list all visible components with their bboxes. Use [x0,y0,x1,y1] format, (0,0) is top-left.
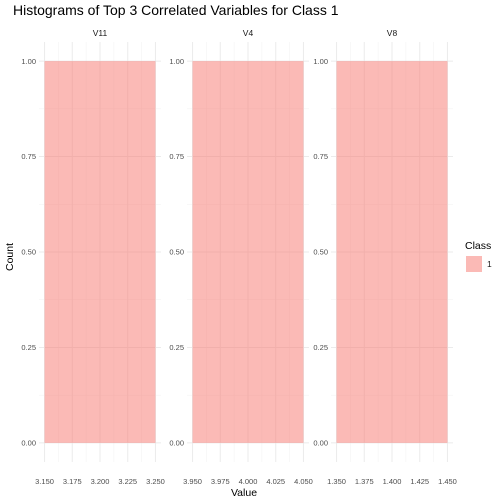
x-axis-title: Value [231,487,257,499]
y-tick-label: 0.25 [169,343,184,352]
histogram-bar-v11 [44,61,156,443]
x-tick-label: 3.150 [35,477,54,486]
histogram-bar-v4 [192,61,304,443]
x-tick-label: 4.050 [294,477,313,486]
y-tick-label: 1.00 [313,57,328,66]
legend-key-class-1 [466,256,482,272]
y-tick-label: 0.75 [21,152,36,161]
facet-label-v11: V11 [93,28,108,38]
x-tick-label: 1.400 [383,477,402,486]
y-tick-label: 0.00 [169,439,184,448]
y-tick-label: 1.00 [21,57,36,66]
x-tick-label: 1.425 [410,477,429,486]
x-tick-label: 1.450 [438,477,457,486]
y-tick-label: 0.75 [169,152,184,161]
y-tick-label: 0.00 [21,439,36,448]
panel-v8: V8 0.00 0.25 0.50 0.75 1.00 1.350 1.375 1.400 1.4… [313,28,456,486]
y-tick-label: 0.50 [169,248,184,257]
x-tick-label: 3.250 [146,477,165,486]
x-tick-label: 3.950 [183,477,202,486]
x-tick-label: 3.200 [91,477,110,486]
panel-v11: V11 0.00 0.25 0.50 0.75 1.00 3.150 3.175 3.200 3.… [21,28,164,486]
legend-title: Class [465,240,491,252]
legend-label-class-1: 1 [487,259,492,269]
x-tick-label: 1.350 [327,477,346,486]
facet-label-v4: V4 [243,28,254,38]
y-tick-label: 0.50 [313,248,328,257]
panel-v4: V4 0.00 0.25 0.50 0.75 1.00 3.950 3.975 4.000 4.0… [169,28,312,486]
y-tick-label: 0.00 [313,439,328,448]
x-tick-label: 3.175 [63,477,82,486]
x-tick-label: 3.225 [118,477,137,486]
facet-label-v8: V8 [387,28,398,38]
y-tick-label: 0.50 [21,248,36,257]
legend: Class 1 [465,240,492,272]
facet-panels: V11 0.00 0.25 0.50 0.75 1.00 3.150 3.175 3.200 3.… [21,28,456,486]
chart-title: Histograms of Top 3 Correlated Variables… [13,2,339,18]
y-tick-label: 0.25 [313,343,328,352]
histogram-bar-v8 [336,61,448,443]
y-tick-label: 0.75 [313,152,328,161]
y-tick-label: 1.00 [169,57,184,66]
x-tick-label: 1.375 [355,477,374,486]
x-tick-label: 4.000 [239,477,258,486]
x-tick-label: 3.975 [211,477,230,486]
y-axis-title: Count [4,243,16,271]
y-tick-label: 0.25 [21,343,36,352]
x-tick-label: 4.025 [266,477,285,486]
